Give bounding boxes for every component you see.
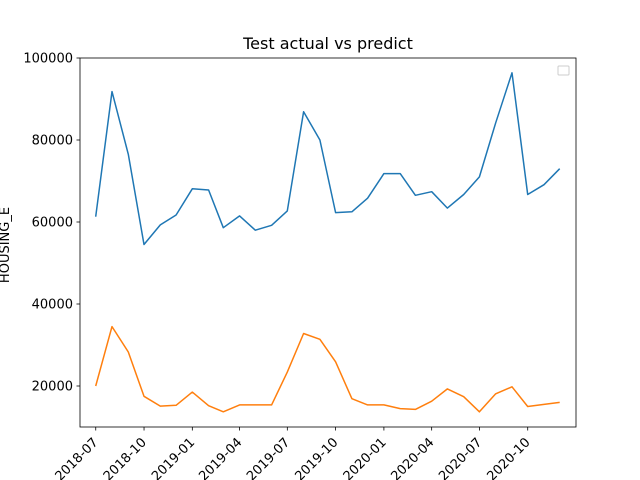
series-layer bbox=[94, 72, 561, 413]
y-tick-label: 40000 bbox=[32, 298, 73, 313]
series-line-2 bbox=[94, 325, 560, 413]
legend bbox=[557, 65, 570, 76]
series-line-1 bbox=[94, 72, 561, 246]
x-tick-label: 2019-04 bbox=[196, 435, 245, 480]
legend-box bbox=[557, 65, 570, 76]
chart-title: Test actual vs predict bbox=[242, 34, 413, 53]
x-tick-label: 2019-01 bbox=[149, 435, 198, 480]
y-tick-label: 20000 bbox=[32, 380, 73, 395]
x-tick-label: 2018-10 bbox=[101, 435, 150, 480]
x-tick-label: 2020-04 bbox=[388, 435, 437, 480]
y-axis-label: HOUSING_E bbox=[0, 207, 13, 283]
y-tick-label: 100000 bbox=[23, 52, 73, 67]
y-tick-label: 60000 bbox=[32, 216, 73, 231]
x-tick-label: 2019-10 bbox=[292, 435, 341, 480]
x-tick-label: 2019-07 bbox=[244, 435, 293, 480]
x-tick-label: 2020-10 bbox=[485, 435, 534, 480]
axes: 20000 40000 60000 80000 100000 2018-07 2018-10… bbox=[23, 52, 577, 480]
x-tick-label: 2020-07 bbox=[436, 435, 485, 480]
y-tick-label: 80000 bbox=[32, 134, 73, 149]
plot-frame bbox=[79, 57, 577, 428]
x-tick-label: 2018-07 bbox=[53, 435, 102, 480]
x-tick-label: 2020-01 bbox=[341, 435, 390, 480]
